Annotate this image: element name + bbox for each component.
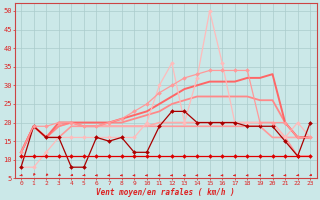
X-axis label: Vent moyen/en rafales ( km/h ): Vent moyen/en rafales ( km/h ) — [96, 188, 235, 197]
